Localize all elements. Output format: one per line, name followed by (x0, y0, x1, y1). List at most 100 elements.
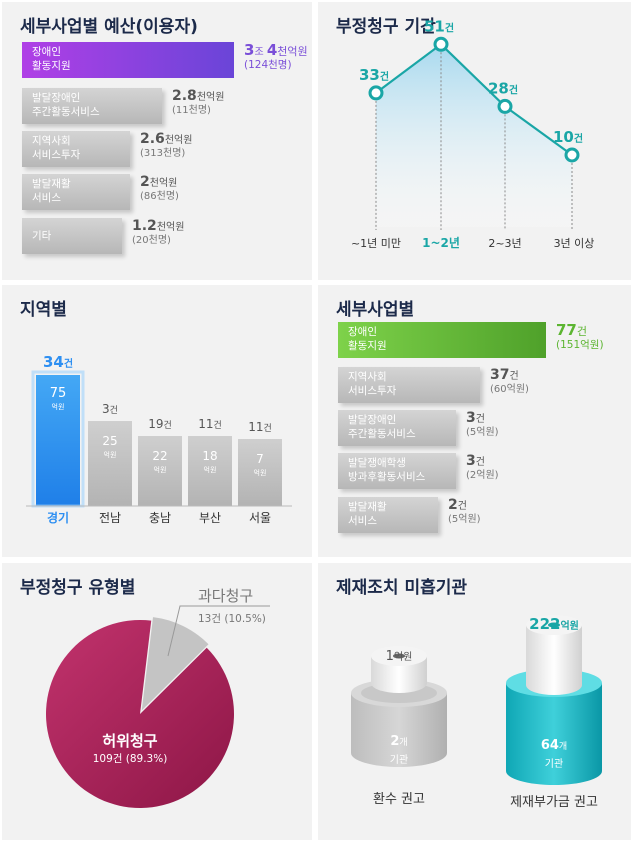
region-panel: 지역별 34건 75 억원 경기 3건 25 억원 전남 19건 22 억원 충남 11건 18 억원 부산 1… (2, 285, 312, 557)
sanction-amount-label: 1억원 (386, 649, 413, 664)
budget-bar-label: 장애인 활동지원 (32, 46, 71, 72)
region-category-label: 부산 (199, 511, 221, 525)
type-panel: 부정청구 유형별 과다청구 13건 (10.5%) 허위청구 109건 (89.3%) (2, 563, 312, 840)
sanction-category-label: 제재부가금 권고 (510, 795, 598, 810)
detail-value-unit: 건 (576, 325, 587, 338)
budget-value-unit: 천억원 (164, 135, 193, 146)
sanction-amount-label: 222억원 (529, 615, 579, 633)
detail-bar: 지역사회 서비스투자 (338, 367, 480, 403)
budget-value-unit: 천억원 (277, 45, 308, 58)
budget-value-sub: (86천명) (140, 191, 179, 202)
budget-bar: 기타 (22, 218, 122, 254)
region-bar (138, 436, 182, 506)
sanction-count-label: 64개 (541, 738, 567, 753)
region-count-label: 11건 (198, 417, 222, 431)
sanction-title: 제재조치 미흡기관 (336, 578, 468, 598)
budget-bar-label: 기타 (32, 230, 52, 242)
detail-value-sub: (2억원) (466, 470, 499, 481)
detail-bar: 발달쟁애학생 방과후활동서비스 (338, 453, 456, 489)
detail-value-unit: 건 (475, 414, 485, 425)
region-value-label: 7 (256, 452, 264, 466)
period-value-label: 10건 (553, 128, 583, 146)
period-tick-label: ~1년 미만 (351, 237, 401, 250)
region-category-label: 경기 (47, 510, 69, 525)
budget-bar: 발달재활 서비스 (22, 174, 130, 210)
region-value-label: 18 (202, 449, 217, 463)
detail-value-sub: (151억원) (556, 339, 604, 351)
period-tick-label: 3년 이상 (554, 237, 595, 250)
detail-bar-label: 장애인 활동지원 (348, 326, 387, 352)
pie-false-value: 109건 (89.3%) (93, 753, 168, 765)
budget-value-number: 4 (266, 41, 278, 59)
period-area (376, 44, 572, 227)
budget-value-sub: (313천명) (140, 148, 186, 159)
type-title: 부정청구 유형별 (20, 578, 136, 598)
detail-value-label: 37건 (60억원) (490, 368, 529, 396)
period-line-chart: 33건 51건 28건 10건 ~1년 미만 1~2년 2~3년 3년 이상 (351, 17, 595, 250)
budget-value-unit: 천억원 (156, 222, 185, 233)
budget-value-unit: 천억원 (196, 92, 225, 103)
sanction-roll-body (371, 656, 427, 693)
budget-bar-label: 지역사회 서비스투자 (32, 135, 81, 161)
sanction-panel: 제재조치 미흡기관 1억원 2개 기관 환수 권고 222억원 64개 기관 제재부가금 권고 (318, 563, 631, 840)
region-value-unit: 억원 (52, 402, 65, 411)
region-value-unit: 억원 (254, 468, 267, 477)
detail-value-unit: 건 (457, 501, 467, 512)
budget-value-label: 2.8천억원 (11천명) (172, 89, 225, 117)
period-value-label: 28건 (488, 79, 518, 97)
region-category-label: 충남 (149, 511, 171, 525)
detail-bar: 발달장애인 주간활동서비스 (338, 410, 456, 446)
budget-value-sub: (11천명) (172, 105, 211, 116)
region-bar (238, 439, 282, 506)
pie-slice-false-claim (45, 620, 235, 808)
detail-bar-label: 발달장애인 주간활동서비스 (348, 414, 416, 440)
region-bar (188, 436, 232, 506)
detail-title: 세부사업별 (336, 300, 415, 320)
region-category-label: 서울 (249, 511, 271, 525)
detail-value-number: 3 (466, 410, 476, 426)
region-value-unit: 억원 (204, 465, 217, 474)
budget-bar-label: 발달장애인 주간활동서비스 (32, 92, 100, 118)
detail-value-number: 3 (466, 453, 476, 469)
period-value-label: 51건 (424, 17, 454, 35)
period-point (497, 98, 513, 114)
detail-bar-label: 발달쟁애학생 방과후활동서비스 (348, 457, 426, 483)
detail-value-number: 2 (448, 497, 458, 513)
budget-value-number: 3 (244, 41, 255, 59)
pie-over-label: 과다청구 (198, 587, 253, 605)
detail-value-unit: 건 (509, 371, 519, 382)
budget-bar: 장애인 활동지원 (22, 42, 234, 78)
detail-bar-label: 지역사회 서비스투자 (348, 371, 397, 397)
region-value-unit: 억원 (154, 465, 167, 474)
detail-value-label: 3건 (5억원) (466, 410, 499, 439)
region-bar (88, 421, 132, 506)
sanction-roll-body (526, 625, 582, 695)
budget-title: 세부사업별 예산(이용자) (20, 17, 198, 37)
type-pie-chart: 과다청구 13건 (10.5%) 허위청구 109건 (89.3%) (45, 587, 270, 808)
region-value-label: 25 (102, 434, 117, 448)
region-category-label: 전남 (99, 511, 121, 525)
budget-bar: 지역사회 서비스투자 (22, 131, 130, 167)
period-tick-label: 1~2년 (422, 236, 460, 250)
detail-value-label: 3건 (2억원) (466, 453, 499, 482)
budget-bar-label: 발달재활 서비스 (32, 178, 71, 204)
pie-false-label: 허위청구 (102, 732, 157, 750)
region-title: 지역별 (20, 300, 67, 320)
detail-value-label: 77건 (151억원) (556, 321, 604, 352)
region-count-label: 34건 (43, 353, 73, 371)
pie-slice-over-claim (141, 617, 209, 711)
budget-value-sub: (124천명) (244, 59, 292, 71)
detail-value-number: 77 (556, 321, 577, 339)
budget-value-number: 1.2 (132, 218, 157, 234)
period-line (375, 42, 573, 156)
region-bar (36, 375, 80, 506)
period-tick-label: 2~3년 (488, 237, 521, 250)
detail-value-sub: (5억원) (466, 427, 499, 438)
detail-value-sub: (60억원) (490, 384, 529, 395)
period-point (564, 147, 580, 163)
pie-leader-line (167, 605, 270, 657)
sanction-roll-hole (548, 622, 560, 628)
budget-value-label: 1.2천억원 (20천명) (132, 218, 185, 247)
pie-over-value: 13건 (10.5%) (198, 613, 266, 625)
